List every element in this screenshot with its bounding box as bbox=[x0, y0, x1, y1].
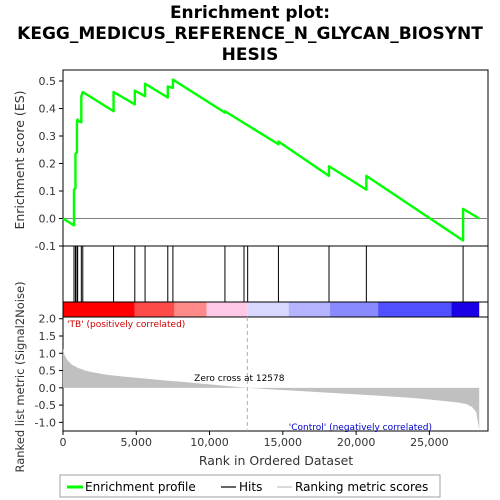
es-y-tick-label: 0.2 bbox=[39, 158, 57, 171]
hits-panel-frame bbox=[62, 245, 489, 303]
hits-panel bbox=[62, 245, 489, 303]
ranking-metric-area bbox=[63, 348, 480, 430]
color-bar-segment bbox=[206, 302, 248, 317]
metric-panel-frame bbox=[62, 316, 489, 432]
x-tick-label: 10,000 bbox=[190, 436, 229, 449]
color-bar-segments bbox=[63, 302, 480, 317]
es-y-tick-label: 0.3 bbox=[39, 130, 57, 143]
metric-y-tick-label: 1.0 bbox=[39, 347, 57, 360]
x-axis: 0 5,000 10,000 15,000 20,000 25,000 bbox=[60, 431, 449, 449]
legend: Enrichment profile Hits Ranking metric s… bbox=[59, 474, 441, 498]
legend-enrichment-profile-label: Enrichment profile bbox=[85, 480, 196, 494]
x-tick-label: 5,000 bbox=[121, 436, 153, 449]
color-bar-segment bbox=[451, 302, 480, 317]
hits-group bbox=[73, 246, 464, 302]
positive-correlation-label: 'TB' (positively correlated) bbox=[67, 320, 185, 330]
color-bar-segment bbox=[134, 302, 175, 317]
es-panel: -0.1 0.0 0.1 0.2 0.3 0.4 0.5 Enrichment score … bbox=[12, 69, 489, 253]
metric-y-tick-label: 0.5 bbox=[39, 365, 57, 378]
es-y-tick-label: 0.5 bbox=[39, 75, 57, 88]
legend-frame bbox=[59, 474, 441, 498]
color-bar-segment bbox=[63, 302, 135, 317]
metric-panel: -1.0 -0.5 0.0 0.5 1.0 1.5 2.0 'TB' (positively… bbox=[13, 281, 489, 473]
ranking-metric-area-group bbox=[63, 348, 480, 430]
metric-y-tick-label: -0.5 bbox=[35, 399, 56, 412]
x-tick-label: 0 bbox=[60, 436, 67, 449]
x-tick-label: 15,000 bbox=[264, 436, 303, 449]
es-y-tick-label: 0.1 bbox=[39, 185, 57, 198]
color-bar-segment bbox=[288, 302, 330, 317]
negative-correlation-label: 'Control' (negatively correlated) bbox=[289, 423, 432, 433]
metric-y-tick-label: -1.0 bbox=[35, 416, 56, 429]
color-bar-segment bbox=[247, 302, 289, 317]
color-bar-segment bbox=[378, 302, 452, 317]
enrichment-profile-group bbox=[62, 78, 480, 242]
es-y-tick-label: -0.1 bbox=[35, 240, 56, 253]
chart-title-line-3: HESIS bbox=[222, 45, 279, 65]
zero-cross-label: Zero cross at 12578 bbox=[194, 374, 285, 384]
metric-y-tick-label: 2.0 bbox=[39, 313, 57, 326]
es-y-axis-ticks: -0.1 0.0 0.1 0.2 0.3 0.4 0.5 bbox=[35, 75, 63, 253]
color-bar-segment bbox=[174, 302, 207, 317]
metric-y-axis-label: Ranked list metric (Signal2Noise) bbox=[13, 281, 27, 472]
x-tick-label: 20,000 bbox=[337, 436, 376, 449]
enrichment-profile-line bbox=[62, 78, 480, 242]
metric-y-axis-ticks: -1.0 -0.5 0.0 0.5 1.0 1.5 2.0 bbox=[35, 313, 63, 429]
color-bar-segment bbox=[329, 302, 379, 317]
es-panel-frame bbox=[62, 69, 489, 247]
metric-y-tick-label: 0.0 bbox=[39, 382, 57, 395]
metric-y-tick-label: 1.5 bbox=[39, 330, 57, 343]
es-y-axis-label: Enrichment score (ES) bbox=[12, 90, 27, 229]
x-tick-label: 25,000 bbox=[410, 436, 449, 449]
legend-hits-label: Hits bbox=[239, 480, 262, 494]
chart-title-line-1: Enrichment plot: bbox=[170, 3, 330, 23]
ranking-color-bar bbox=[62, 301, 489, 318]
es-y-tick-label: 0.4 bbox=[39, 103, 57, 116]
chart-title: Enrichment plot: KEGG_MEDICUS_REFERENCE_… bbox=[17, 3, 483, 65]
legend-ranking-metric-label: Ranking metric scores bbox=[295, 480, 428, 494]
x-axis-label: Rank in Ordered Dataset bbox=[199, 453, 353, 468]
chart-title-line-2: KEGG_MEDICUS_REFERENCE_N_GLYCAN_BIOSYNT bbox=[17, 24, 483, 44]
es-y-tick-label: 0.0 bbox=[39, 213, 57, 226]
